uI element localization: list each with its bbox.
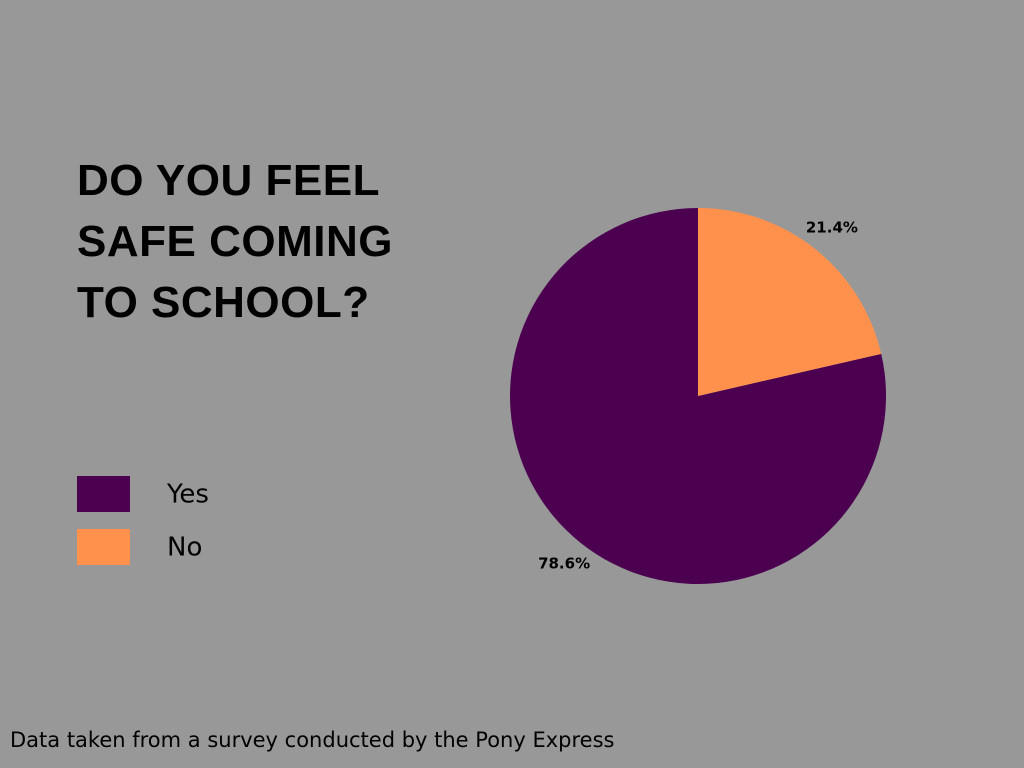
data-label: 21.4% xyxy=(806,218,858,236)
pie-slice xyxy=(698,208,882,396)
data-label: 78.6% xyxy=(538,555,590,573)
chart-title: DO YOU FEEL SAFE COMING TO SCHOOL? xyxy=(77,156,393,327)
legend-swatch xyxy=(77,529,130,565)
legend-label: Yes xyxy=(166,480,209,510)
legend-label: No xyxy=(167,533,202,563)
legend-swatch xyxy=(77,476,130,512)
source-note: Data taken from a survey conducted by th… xyxy=(10,728,615,752)
